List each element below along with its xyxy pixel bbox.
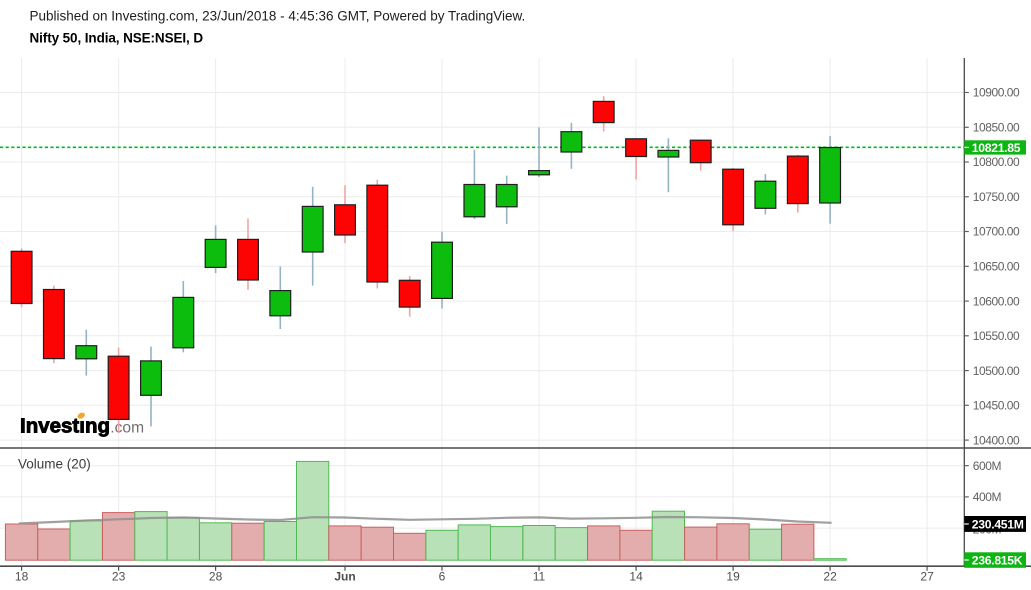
svg-text:10500.00: 10500.00 <box>973 364 1020 378</box>
svg-text:14: 14 <box>629 570 643 584</box>
svg-text:28: 28 <box>209 570 223 584</box>
svg-text:600M: 600M <box>973 459 1002 473</box>
svg-text:10700.00: 10700.00 <box>973 225 1020 239</box>
svg-text:10821.85: 10821.85 <box>972 141 1021 155</box>
svg-text:10750.00: 10750.00 <box>973 190 1020 204</box>
svg-text:27: 27 <box>920 570 934 584</box>
svg-text:10550.00: 10550.00 <box>973 329 1020 343</box>
svg-text:10400.00: 10400.00 <box>973 433 1020 447</box>
svg-text:Jun: Jun <box>334 570 355 584</box>
svg-text:.com: .com <box>110 420 144 437</box>
svg-text:Volume (20): Volume (20) <box>18 457 91 472</box>
svg-text:10850.00: 10850.00 <box>973 121 1020 135</box>
svg-text:10450.00: 10450.00 <box>973 399 1020 413</box>
svg-text:23: 23 <box>112 570 126 584</box>
svg-text:230.451M: 230.451M <box>972 517 1024 531</box>
svg-text:18: 18 <box>15 570 29 584</box>
svg-text:Nifty 50, India, NSE:NSEI, D: Nifty 50, India, NSE:NSEI, D <box>30 31 204 46</box>
svg-text:236.815K: 236.815K <box>972 553 1023 567</box>
svg-text:6: 6 <box>439 570 446 584</box>
svg-text:10600.00: 10600.00 <box>973 294 1020 308</box>
svg-text:10800.00: 10800.00 <box>973 155 1020 169</box>
svg-text:10900.00: 10900.00 <box>973 86 1020 100</box>
svg-text:Investıng: Investıng <box>20 415 110 438</box>
svg-text:400M: 400M <box>973 490 1002 504</box>
svg-text:11: 11 <box>533 570 546 584</box>
svg-text:Published on Investing.com, 23: Published on Investing.com, 23/Jun/2018 … <box>30 9 526 24</box>
svg-text:22: 22 <box>823 570 837 584</box>
svg-text:19: 19 <box>726 570 740 584</box>
svg-text:10650.00: 10650.00 <box>973 260 1020 274</box>
